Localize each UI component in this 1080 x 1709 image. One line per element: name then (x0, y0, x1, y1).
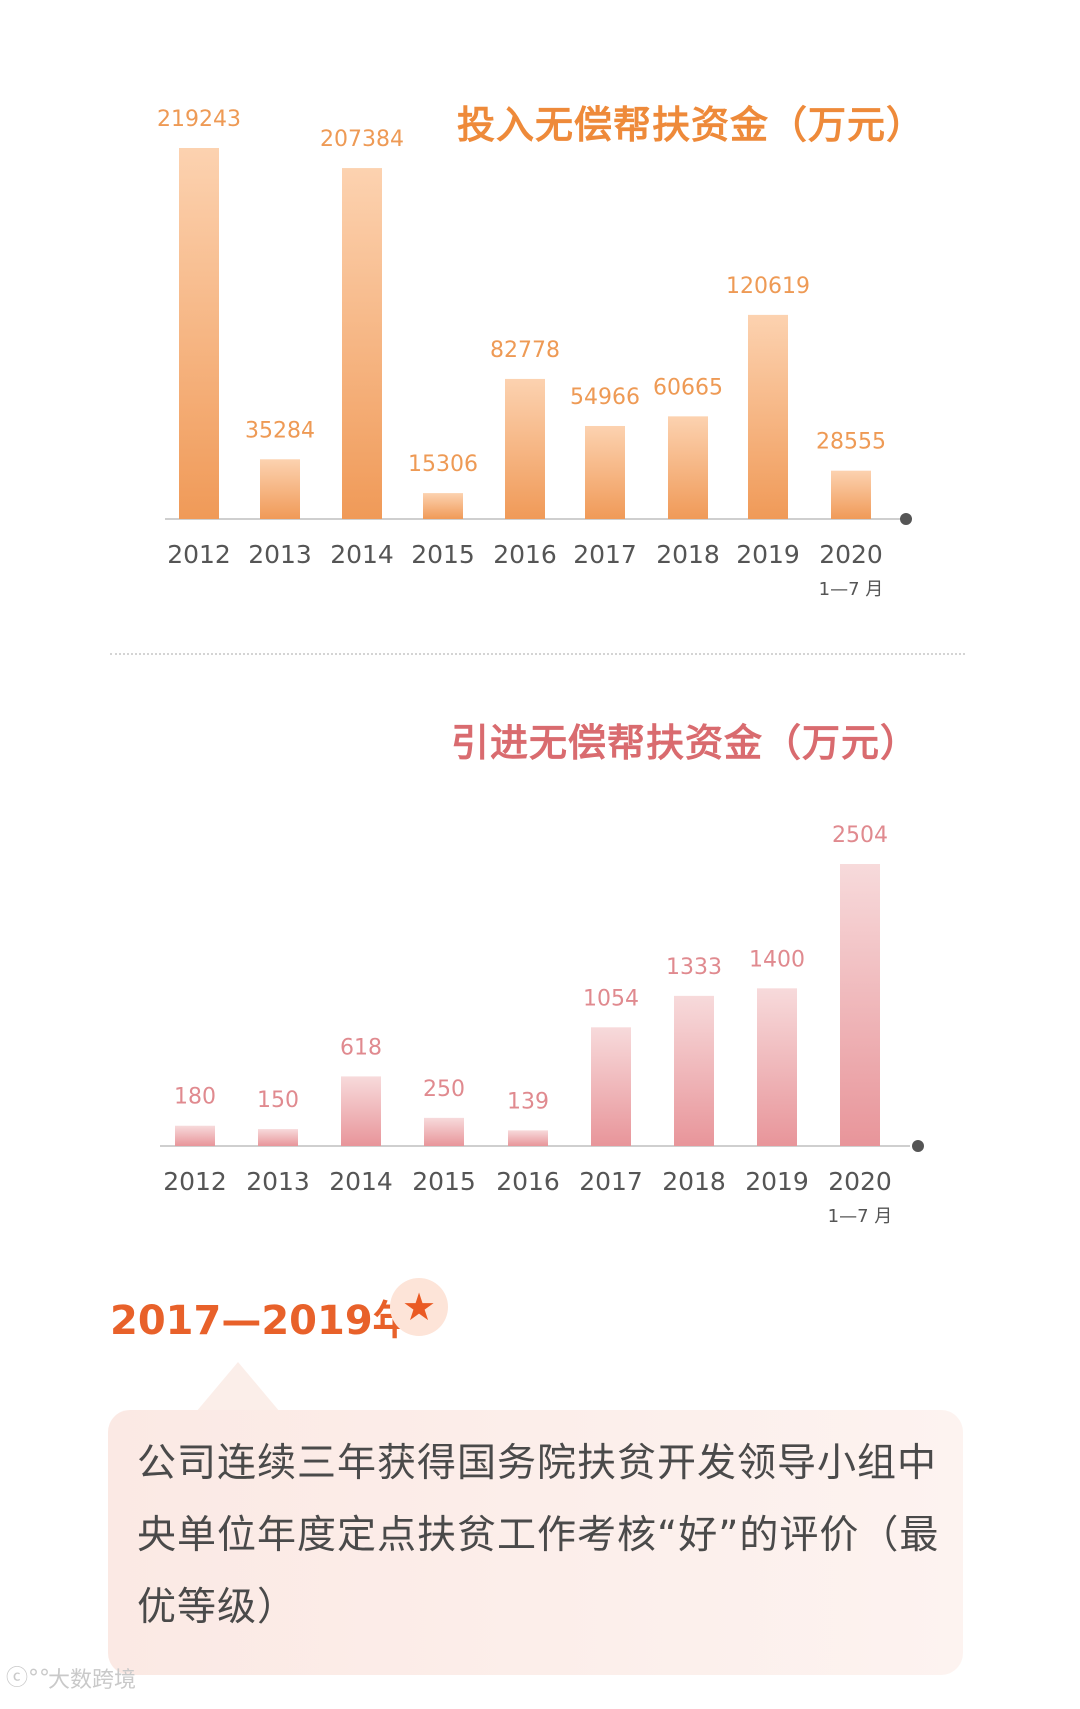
value-label-2016: 82778 (490, 338, 560, 363)
bar-2015 (424, 1117, 464, 1146)
tick-label-2013: 2013 (246, 1167, 310, 1196)
value-label-2020: 28555 (816, 430, 886, 455)
value-label-2013: 150 (257, 1088, 299, 1113)
value-label-2015: 250 (423, 1077, 465, 1102)
value-label-2014: 207384 (320, 127, 404, 152)
chart-1-title: 投入无偿帮扶资金（万元） (457, 103, 926, 147)
tick-label-2013: 2013 (248, 540, 312, 569)
tick-label-2019: 2019 (745, 1167, 809, 1196)
tick-label-2020: 2020 (828, 1167, 892, 1196)
bar-2015 (423, 493, 463, 519)
divider (110, 653, 965, 655)
tick-label-2018: 2018 (662, 1167, 726, 1196)
bar-2019 (748, 314, 788, 519)
bar-2014 (341, 1076, 381, 1146)
value-label-2019: 1400 (749, 947, 805, 972)
section-year-label: 2017—2019年 (110, 1298, 413, 1344)
callout-pointer (196, 1362, 280, 1412)
axis-end-dot (912, 1140, 924, 1152)
value-label-2014: 618 (340, 1035, 382, 1060)
tick-label-2016: 2016 (496, 1167, 560, 1196)
value-label-2018: 1333 (666, 955, 722, 980)
tick-label-2020: 2020 (819, 540, 883, 569)
tick-label-2015: 2015 (412, 1167, 476, 1196)
bar-2012 (175, 1125, 215, 1146)
bar-2019 (757, 988, 797, 1146)
tick-label-2018: 2018 (656, 540, 720, 569)
chart-2-svg: 180 2012 150 2013 618 2014 250 2015 139 2016 1054 2… (160, 823, 924, 1227)
value-label-2016: 139 (507, 1089, 549, 1114)
tick-label-2014: 2014 (330, 540, 394, 569)
value-label-2012: 219243 (157, 107, 241, 132)
bar-2016 (508, 1130, 548, 1146)
chart-2-title: 引进无偿帮扶资金（万元） (451, 721, 920, 765)
axis-end-dot (900, 513, 912, 525)
tick-sublabel-2020: 1—7 月 (819, 579, 884, 600)
tick-label-2012: 2012 (163, 1167, 227, 1196)
tick-label-2012: 2012 (167, 540, 231, 569)
tick-label-2017: 2017 (579, 1167, 643, 1196)
star-icon: ★ (390, 1278, 448, 1336)
value-label-2018: 60665 (653, 375, 723, 400)
watermark-text: 大数跨境 (48, 1668, 137, 1693)
value-label-2017: 54966 (570, 385, 640, 410)
watermark-logo-icon: ⓒ°° (6, 1666, 51, 1691)
value-label-2015: 15306 (408, 452, 478, 477)
value-label-2020: 2504 (832, 823, 888, 848)
bar-2012 (179, 148, 219, 519)
bar-2017 (591, 1027, 631, 1146)
bar-2016 (505, 378, 545, 519)
bar-2018 (674, 995, 714, 1146)
bar-2018 (668, 416, 708, 519)
bar-2020 (840, 864, 880, 1146)
bar-2020 (831, 470, 871, 519)
chart-1-svg: 219243 2012 35284 2013 207384 2014 15306 2015 82… (157, 107, 912, 600)
tick-label-2017: 2017 (573, 540, 637, 569)
callout-text: 公司连续三年获得国务院扶贫开发领导小组中央单位年度定点扶贫工作考核“好”的评价（… (137, 1441, 940, 1630)
tick-label-2019: 2019 (736, 540, 800, 569)
tick-sublabel-2020: 1—7 月 (828, 1206, 893, 1227)
bar-2013 (258, 1129, 298, 1146)
value-label-2017: 1054 (583, 986, 639, 1011)
tick-label-2016: 2016 (493, 540, 557, 569)
tick-label-2014: 2014 (329, 1167, 393, 1196)
value-label-2012: 180 (174, 1085, 216, 1110)
value-label-2019: 120619 (726, 274, 810, 299)
callout-box (108, 1410, 963, 1675)
bar-2017 (585, 425, 625, 519)
bar-2014 (342, 168, 382, 520)
bar-2013 (260, 459, 300, 519)
tick-label-2015: 2015 (411, 540, 475, 569)
value-label-2013: 35284 (245, 418, 315, 443)
